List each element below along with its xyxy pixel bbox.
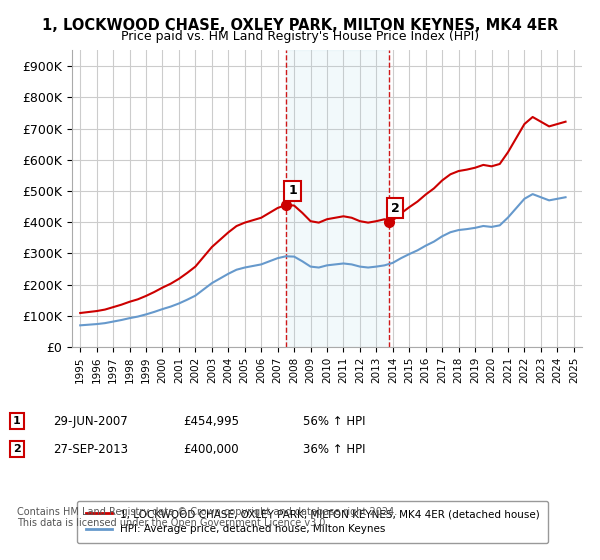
- Text: £454,995: £454,995: [183, 414, 239, 428]
- Text: Contains HM Land Registry data © Crown copyright and database right 2024.
This d: Contains HM Land Registry data © Crown c…: [17, 507, 397, 529]
- Text: 36% ↑ HPI: 36% ↑ HPI: [303, 442, 365, 456]
- Text: 2: 2: [13, 444, 20, 454]
- Legend: 1, LOCKWOOD CHASE, OXLEY PARK, MILTON KEYNES, MK4 4ER (detached house), HPI: Ave: 1, LOCKWOOD CHASE, OXLEY PARK, MILTON KE…: [77, 501, 548, 543]
- Bar: [286, 50, 389, 347]
- Text: Price paid vs. HM Land Registry's House Price Index (HPI): Price paid vs. HM Land Registry's House …: [121, 30, 479, 43]
- Text: 1: 1: [288, 184, 297, 198]
- Text: 1: 1: [13, 416, 20, 426]
- Text: 2: 2: [391, 202, 400, 214]
- Text: £400,000: £400,000: [183, 442, 239, 456]
- Text: 27-SEP-2013: 27-SEP-2013: [53, 442, 128, 456]
- Text: 1, LOCKWOOD CHASE, OXLEY PARK, MILTON KEYNES, MK4 4ER: 1, LOCKWOOD CHASE, OXLEY PARK, MILTON KE…: [42, 18, 558, 34]
- Text: 29-JUN-2007: 29-JUN-2007: [53, 414, 128, 428]
- Text: 56% ↑ HPI: 56% ↑ HPI: [303, 414, 365, 428]
